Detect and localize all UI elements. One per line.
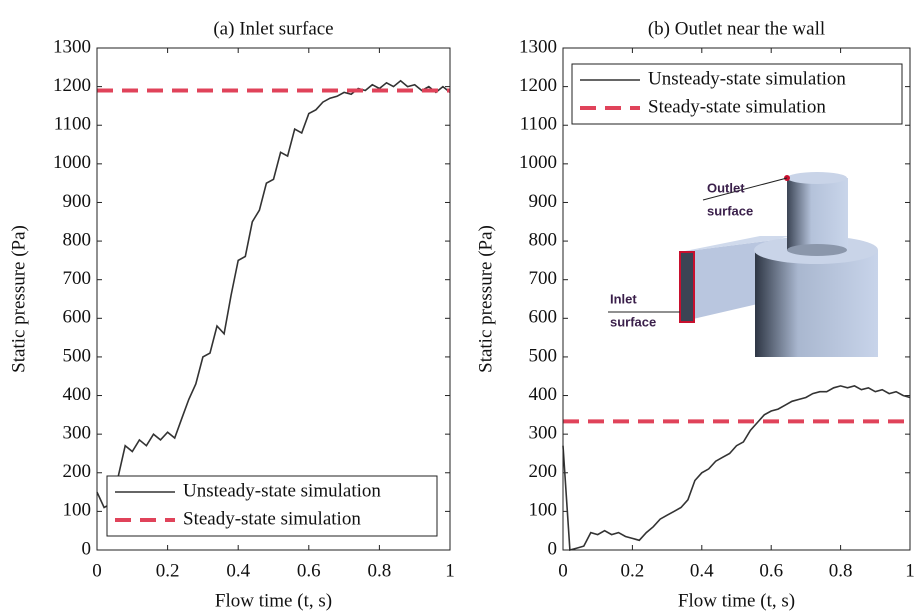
legend-label: Unsteady-state simulation [648, 68, 846, 89]
x-tick-label: 0.6 [759, 560, 783, 581]
legend-box [571, 63, 903, 125]
x-tick-label: 0.8 [829, 560, 853, 581]
y-tick-label: 200 [529, 461, 558, 482]
small-cylinder-base [787, 244, 847, 256]
y-tick-label: 300 [63, 423, 92, 444]
y-tick-label: 0 [82, 538, 92, 559]
y-tick-label: 1200 [519, 75, 557, 96]
y-tick-label: 700 [63, 268, 92, 289]
inset-label: Inlet [610, 291, 637, 306]
chart-title: (a) Inlet surface [213, 18, 333, 39]
series-line [96, 79, 451, 509]
small-cylinder-top [787, 172, 847, 184]
y-axis-label: Static pressure (Pa) [475, 225, 496, 373]
y-tick-label: 800 [63, 229, 92, 250]
y-tick-label: 200 [63, 461, 92, 482]
inset-label: Outlet [707, 180, 745, 195]
y-tick-label: 1300 [519, 36, 557, 57]
small-cylinder [787, 178, 848, 250]
outlet-leader [702, 177, 788, 201]
y-tick-label: 1300 [53, 36, 91, 57]
x-tick-label: 0.4 [226, 560, 250, 581]
inset-label: surface [707, 203, 753, 218]
x-tick-label: 1 [905, 560, 915, 581]
y-tick-label: 1100 [520, 114, 557, 135]
y-axis-label: Static pressure (Pa) [8, 225, 29, 373]
inlet-duct-top [680, 236, 790, 252]
inlet-duct [680, 240, 775, 322]
big-cylinder [755, 250, 878, 357]
y-tick-label: 600 [63, 307, 92, 328]
legend-label: Steady-state simulation [183, 508, 361, 529]
y-tick-label: 300 [529, 423, 558, 444]
y-tick-label: 100 [529, 500, 558, 521]
y-tick-label: 800 [529, 229, 558, 250]
legend-label: Unsteady-state simulation [183, 480, 381, 501]
y-tick-label: 1100 [54, 114, 91, 135]
y-tick-label: 900 [63, 191, 92, 212]
geometry-inset: Outlet surface Inlet surface [608, 172, 878, 357]
x-axis-label: Flow time (t, s) [215, 590, 332, 611]
x-tick-label: 0.6 [297, 560, 321, 581]
x-tick-label: 1 [445, 560, 455, 581]
y-tick-label: 900 [529, 191, 558, 212]
x-tick-label: 0 [558, 560, 568, 581]
y-tick-label: 600 [529, 307, 558, 328]
y-tick-label: 1000 [519, 152, 557, 173]
x-tick-label: 0 [92, 560, 102, 581]
chart-title: (b) Outlet near the wall [648, 18, 825, 39]
y-tick-label: 1000 [53, 152, 91, 173]
y-tick-label: 400 [63, 384, 92, 405]
y-tick-label: 700 [529, 268, 558, 289]
x-tick-label: 0.2 [621, 560, 645, 581]
inset-label: surface [610, 314, 656, 329]
x-tick-label: 0.8 [368, 560, 392, 581]
legend-label: Steady-state simulation [648, 96, 826, 117]
y-tick-label: 500 [63, 345, 92, 366]
x-tick-label: 0.2 [156, 560, 180, 581]
y-tick-label: 100 [63, 500, 92, 521]
x-tick-label: 0.4 [690, 560, 714, 581]
y-tick-label: 400 [529, 384, 558, 405]
plot-frame [562, 47, 911, 551]
inlet-face [679, 251, 695, 323]
y-tick-label: 1200 [53, 75, 91, 96]
series-line [562, 385, 911, 552]
x-axis-label: Flow time (t, s) [678, 590, 795, 611]
legend-box [106, 475, 438, 537]
y-tick-label: 500 [529, 345, 558, 366]
plot-frame [96, 47, 451, 551]
y-tick-label: 0 [548, 538, 558, 559]
